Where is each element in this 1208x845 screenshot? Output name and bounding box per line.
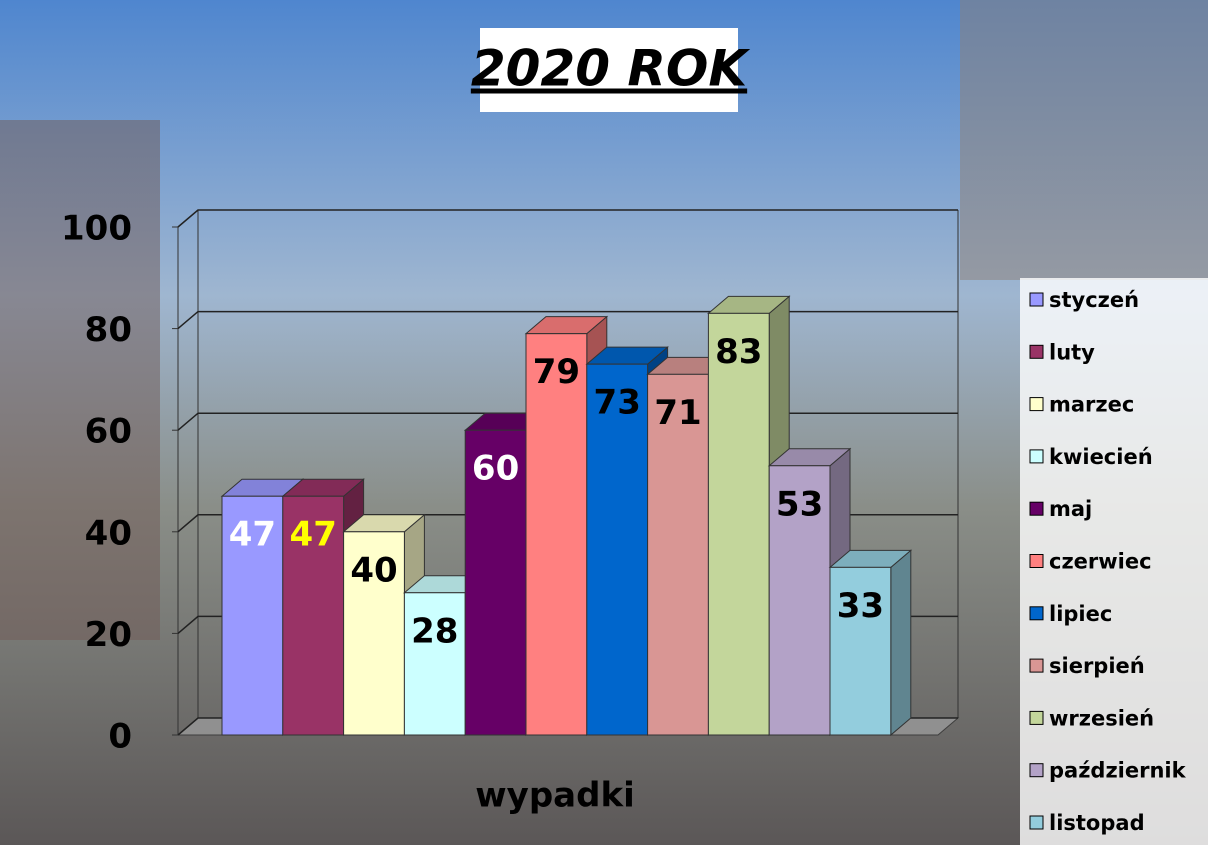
bar [221,495,284,736]
bar [707,312,770,736]
data-label: 47 [229,515,276,555]
y-tick-label: 20 [85,615,132,655]
legend-swatch [1029,501,1044,516]
legend-box [1020,278,1208,845]
legend-swatch [1029,292,1044,307]
y-tick-label: 0 [108,717,132,757]
legend-swatch [1029,763,1044,778]
legend-label: maj [1049,497,1092,521]
bar-side [890,549,912,737]
legend-label: styczeń [1049,288,1139,312]
legend-swatch [1029,449,1044,464]
data-label: 60 [472,449,519,489]
data-label: 83 [715,332,762,372]
y-tick-label: 80 [85,310,132,350]
legend-swatch [1029,815,1044,830]
legend-label: marzec [1049,393,1134,417]
bar [647,373,709,736]
bar [282,495,345,736]
background-building [0,120,160,640]
legend-label: październik [1049,759,1187,783]
data-label: 33 [837,586,884,626]
grid-line [177,310,958,330]
legend-label: luty [1049,340,1095,364]
bar [768,465,831,736]
legend-swatch [1029,606,1044,621]
title-box [480,28,738,112]
x-tick-label: wypadki [475,776,634,816]
legend-swatch [1029,397,1044,412]
bar [829,566,892,736]
bar [586,363,649,736]
data-label: 40 [350,550,397,590]
legend-swatch [1029,554,1044,568]
legend-swatch [1029,658,1044,673]
legend-label: czerwiec [1049,550,1152,574]
bar [464,429,527,736]
chart-title: 2020 ROK [471,40,751,98]
bar [525,333,588,736]
data-label: 28 [411,611,458,651]
grid-line [177,209,958,228]
legend-label: sierpień [1049,654,1145,678]
legend-swatch [1029,710,1044,725]
data-label: 73 [594,383,641,423]
y-tick-label: 100 [61,209,132,249]
bar [343,531,405,736]
legend-label: kwiecień [1049,445,1153,469]
legend-label: listopad [1049,811,1145,835]
bar [403,592,466,736]
y-tick-label: 40 [85,513,132,553]
data-label: 79 [533,352,580,392]
data-label: 71 [654,393,701,433]
y-tick-label: 60 [85,412,132,452]
legend-label: lipiec [1049,602,1112,626]
background-building [960,0,1208,280]
legend-label: wrzesień [1049,706,1154,730]
legend-swatch [1029,344,1044,359]
data-label: 53 [776,484,823,524]
data-label: 47 [290,515,337,555]
